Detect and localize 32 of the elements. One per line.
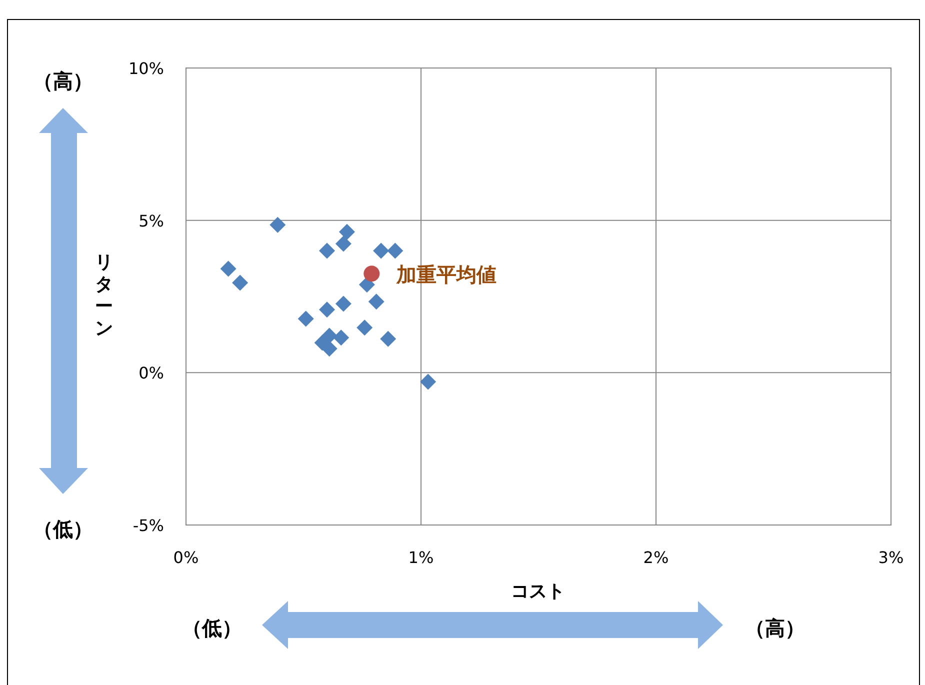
y-axis-title: リターン: [95, 252, 113, 339]
point: [319, 242, 335, 259]
x-axis-title: コスト: [511, 581, 565, 602]
x-tick-label: 2%: [643, 548, 669, 567]
text: （低）: [33, 517, 93, 541]
point: [335, 296, 352, 312]
y-tick-label: 5%: [138, 211, 164, 230]
text: （低）: [182, 616, 242, 640]
point: [270, 216, 286, 233]
text: （高）: [33, 69, 93, 93]
y-tick-label: 10%: [128, 59, 164, 78]
series-label: 加重平均値: [396, 262, 497, 287]
point: [298, 310, 314, 327]
x-tick-label: 0%: [173, 548, 199, 567]
x-tick-label: 1%: [408, 548, 434, 567]
point: [333, 330, 350, 346]
point: [321, 340, 338, 357]
point: [373, 242, 390, 259]
point: [220, 260, 236, 277]
point: [420, 374, 436, 390]
point: [319, 302, 335, 318]
point: [338, 224, 355, 240]
point: [368, 294, 384, 310]
point: [387, 242, 404, 259]
text: （高）: [745, 616, 805, 640]
point: [356, 320, 373, 336]
x-tick-label: 3%: [878, 548, 904, 567]
y-tick-label: 0%: [138, 364, 164, 383]
y-tick-label: -5%: [132, 516, 164, 535]
point: [232, 274, 248, 291]
point: [380, 330, 396, 347]
point: [335, 236, 352, 252]
